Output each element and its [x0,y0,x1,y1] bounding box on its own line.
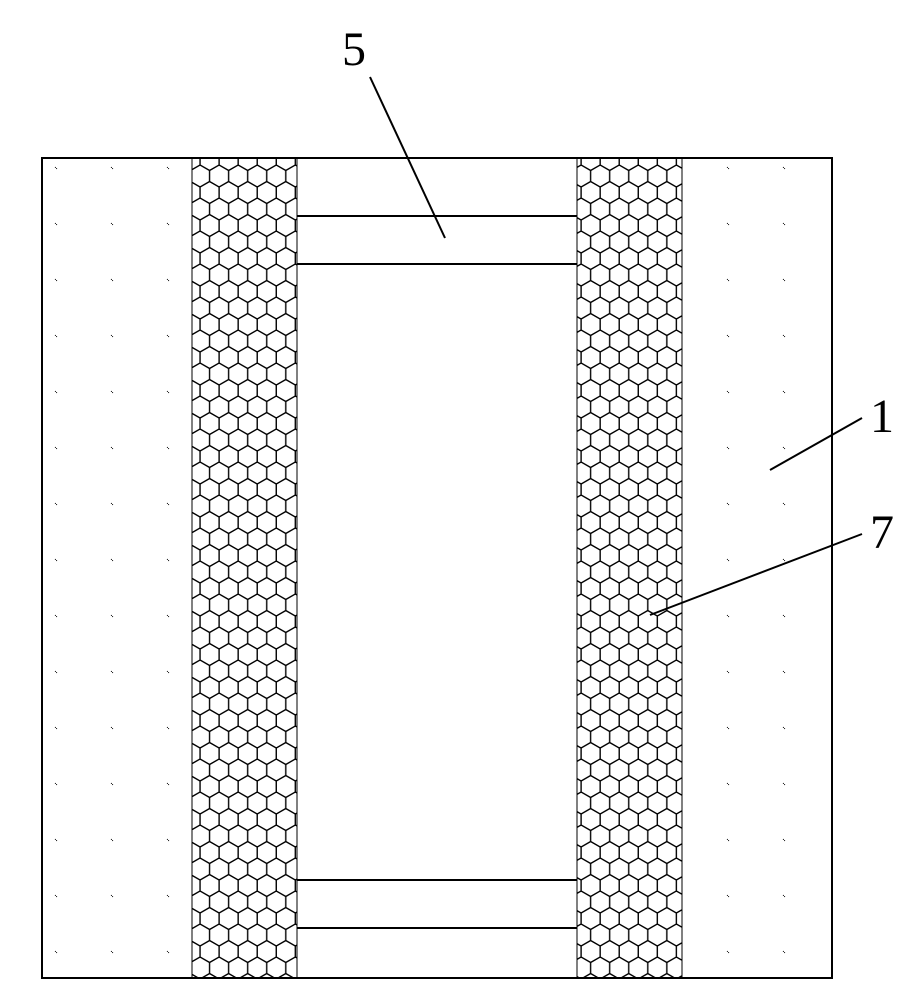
honeycomb-right [577,158,682,978]
callout-label: 7 [870,506,894,559]
callout-label: 1 [870,390,894,443]
honeycomb-left [192,158,297,978]
diagram-body [42,158,832,978]
central-cavity [297,158,577,978]
callout-label: 5 [342,23,366,76]
